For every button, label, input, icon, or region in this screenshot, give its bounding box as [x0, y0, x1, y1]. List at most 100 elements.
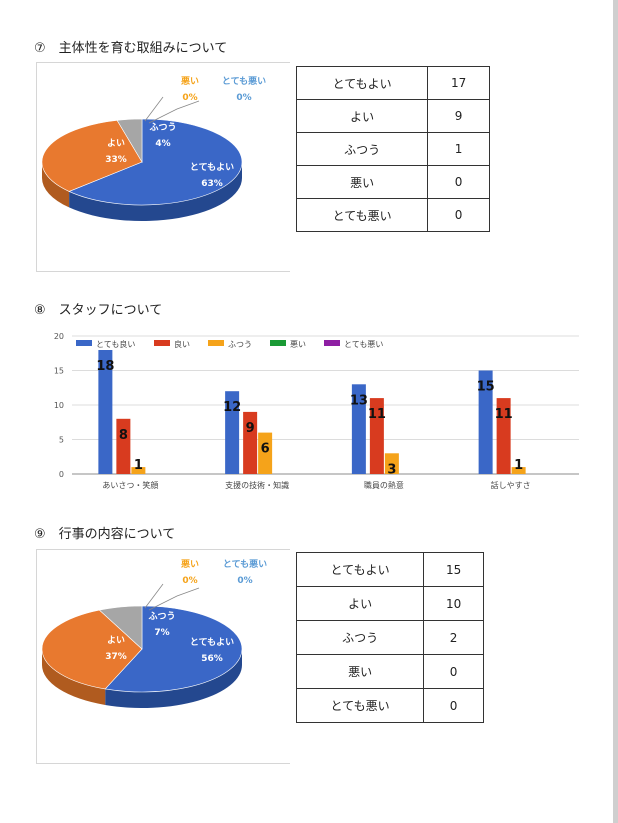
bar: [351, 384, 366, 474]
bar: [369, 398, 384, 474]
table-cell-label: ふつう: [295, 132, 429, 166]
table-cell-label: よい: [295, 99, 429, 133]
data-label: 12: [223, 400, 241, 415]
legend-swatch: [270, 340, 286, 346]
bar: [258, 432, 273, 474]
table-cell-label: ふつう: [295, 620, 425, 655]
pie-slice: [41, 609, 143, 690]
pie-percent: 4%: [155, 139, 170, 149]
table-cell-count: 1: [427, 132, 490, 166]
y-tick-label: 5: [59, 436, 64, 445]
data-label: 6: [261, 442, 270, 457]
table-row: 悪い 0: [295, 654, 484, 689]
bar: [496, 398, 511, 474]
pie-percent: 7%: [154, 628, 169, 638]
table-cell-count: 9: [427, 99, 490, 133]
table-row: よい 10: [295, 586, 484, 621]
pie-percent: 37%: [105, 652, 127, 662]
table-cell-label: 悪い: [295, 654, 425, 689]
pie-label: ふつう: [148, 611, 175, 622]
table-cell-count: 0: [427, 198, 490, 232]
data-label: 1: [134, 458, 143, 473]
table-cell-label: とてもよい: [295, 66, 429, 100]
bar: [243, 411, 258, 474]
legend-label: 悪い: [290, 340, 306, 349]
data-label: 13: [350, 393, 368, 408]
table-cell-count: 15: [423, 552, 484, 587]
legend-label: とても良い: [96, 339, 135, 349]
pie-slice: [68, 118, 243, 206]
pie-slice-side: [105, 649, 242, 708]
table-cell-count: 0: [423, 688, 484, 723]
x-tick-label: あいさつ・笑顔: [102, 480, 158, 490]
pie-label: 悪い: [181, 76, 199, 87]
pie-chart: とてもよい 56% よい 37% ふつう 7% 悪い 0% とても悪い 0%: [41, 559, 267, 708]
table-cell-label: とても悪い: [295, 688, 425, 723]
bar: [478, 370, 493, 474]
pie-label: とても悪い: [223, 559, 267, 570]
pie-percent: 33%: [105, 155, 127, 165]
result-table: とてもよい 15 よい 10 ふつう 2 悪い 0 とても悪い 0: [295, 552, 484, 723]
table-cell-label: よい: [295, 586, 425, 621]
pie-slice: [104, 605, 243, 693]
pie-percent: 0%: [182, 576, 197, 586]
legend-swatch: [208, 340, 224, 346]
section7-heading: ⑦ 主体性を育む取組みについて: [34, 41, 228, 56]
pie-percent: 0%: [236, 93, 251, 103]
y-tick-label: 15: [54, 367, 64, 376]
pie-percent: 56%: [201, 654, 223, 664]
pie-label: ふつう: [149, 122, 176, 133]
page-edge: [613, 0, 618, 823]
data-label: 11: [368, 407, 386, 422]
bar: [225, 391, 240, 474]
bar: [384, 453, 399, 474]
pie-percent: 0%: [182, 93, 197, 103]
data-label: 18: [96, 359, 114, 374]
table-cell-count: 2: [423, 620, 484, 655]
leader-line: [148, 587, 200, 611]
pie-slice-side: [41, 649, 106, 705]
bar: [131, 467, 146, 474]
table-cell-count: 0: [423, 654, 484, 689]
pie-chart-frame: [36, 549, 290, 764]
pie-label: とてもよい: [190, 637, 234, 648]
table-row: 悪い 0: [295, 165, 490, 199]
table-cell-label: 悪い: [295, 165, 429, 199]
pie-slice: [116, 118, 143, 164]
leader-line: [148, 100, 200, 124]
pie-percent: 0%: [237, 576, 252, 586]
table-cell-label: とても悪い: [295, 198, 429, 232]
legend-label: とても悪い: [344, 340, 383, 349]
data-label: 8: [119, 428, 128, 443]
data-label: 9: [246, 421, 255, 436]
pie-label: とてもよい: [190, 162, 234, 173]
leader-line: [144, 583, 164, 609]
table-row: ふつう 1: [295, 132, 490, 166]
legend-swatch: [324, 340, 340, 346]
bar: [116, 418, 131, 474]
x-tick-label: 支援の技術・知識: [225, 480, 289, 490]
pie-chart-frame: [36, 62, 290, 272]
data-label: 11: [495, 407, 513, 422]
data-label: 3: [387, 462, 396, 477]
section9-heading: ⑨ 行事の内容について: [34, 527, 176, 542]
pie-label: よい: [107, 635, 125, 646]
pie-label: とても悪い: [222, 76, 266, 87]
pie-percent: 63%: [201, 179, 223, 189]
pie-slice-side: [42, 162, 70, 208]
table-row: とても悪い 0: [295, 198, 490, 232]
pie-slice-side: [69, 162, 242, 221]
table-cell-count: 17: [427, 66, 490, 100]
bar: [98, 350, 113, 474]
x-tick-label: 職員の熱意: [364, 480, 404, 490]
legend-label: 良い: [174, 339, 190, 349]
pie-slice: [41, 120, 143, 192]
table-row: よい 9: [295, 99, 490, 133]
legend-swatch: [76, 340, 92, 346]
pie-label: よい: [107, 138, 125, 149]
pie-slice: [98, 605, 143, 650]
y-tick-label: 0: [59, 470, 64, 479]
pie-label: 悪い: [181, 559, 199, 570]
table-row: とても悪い 0: [295, 688, 484, 723]
